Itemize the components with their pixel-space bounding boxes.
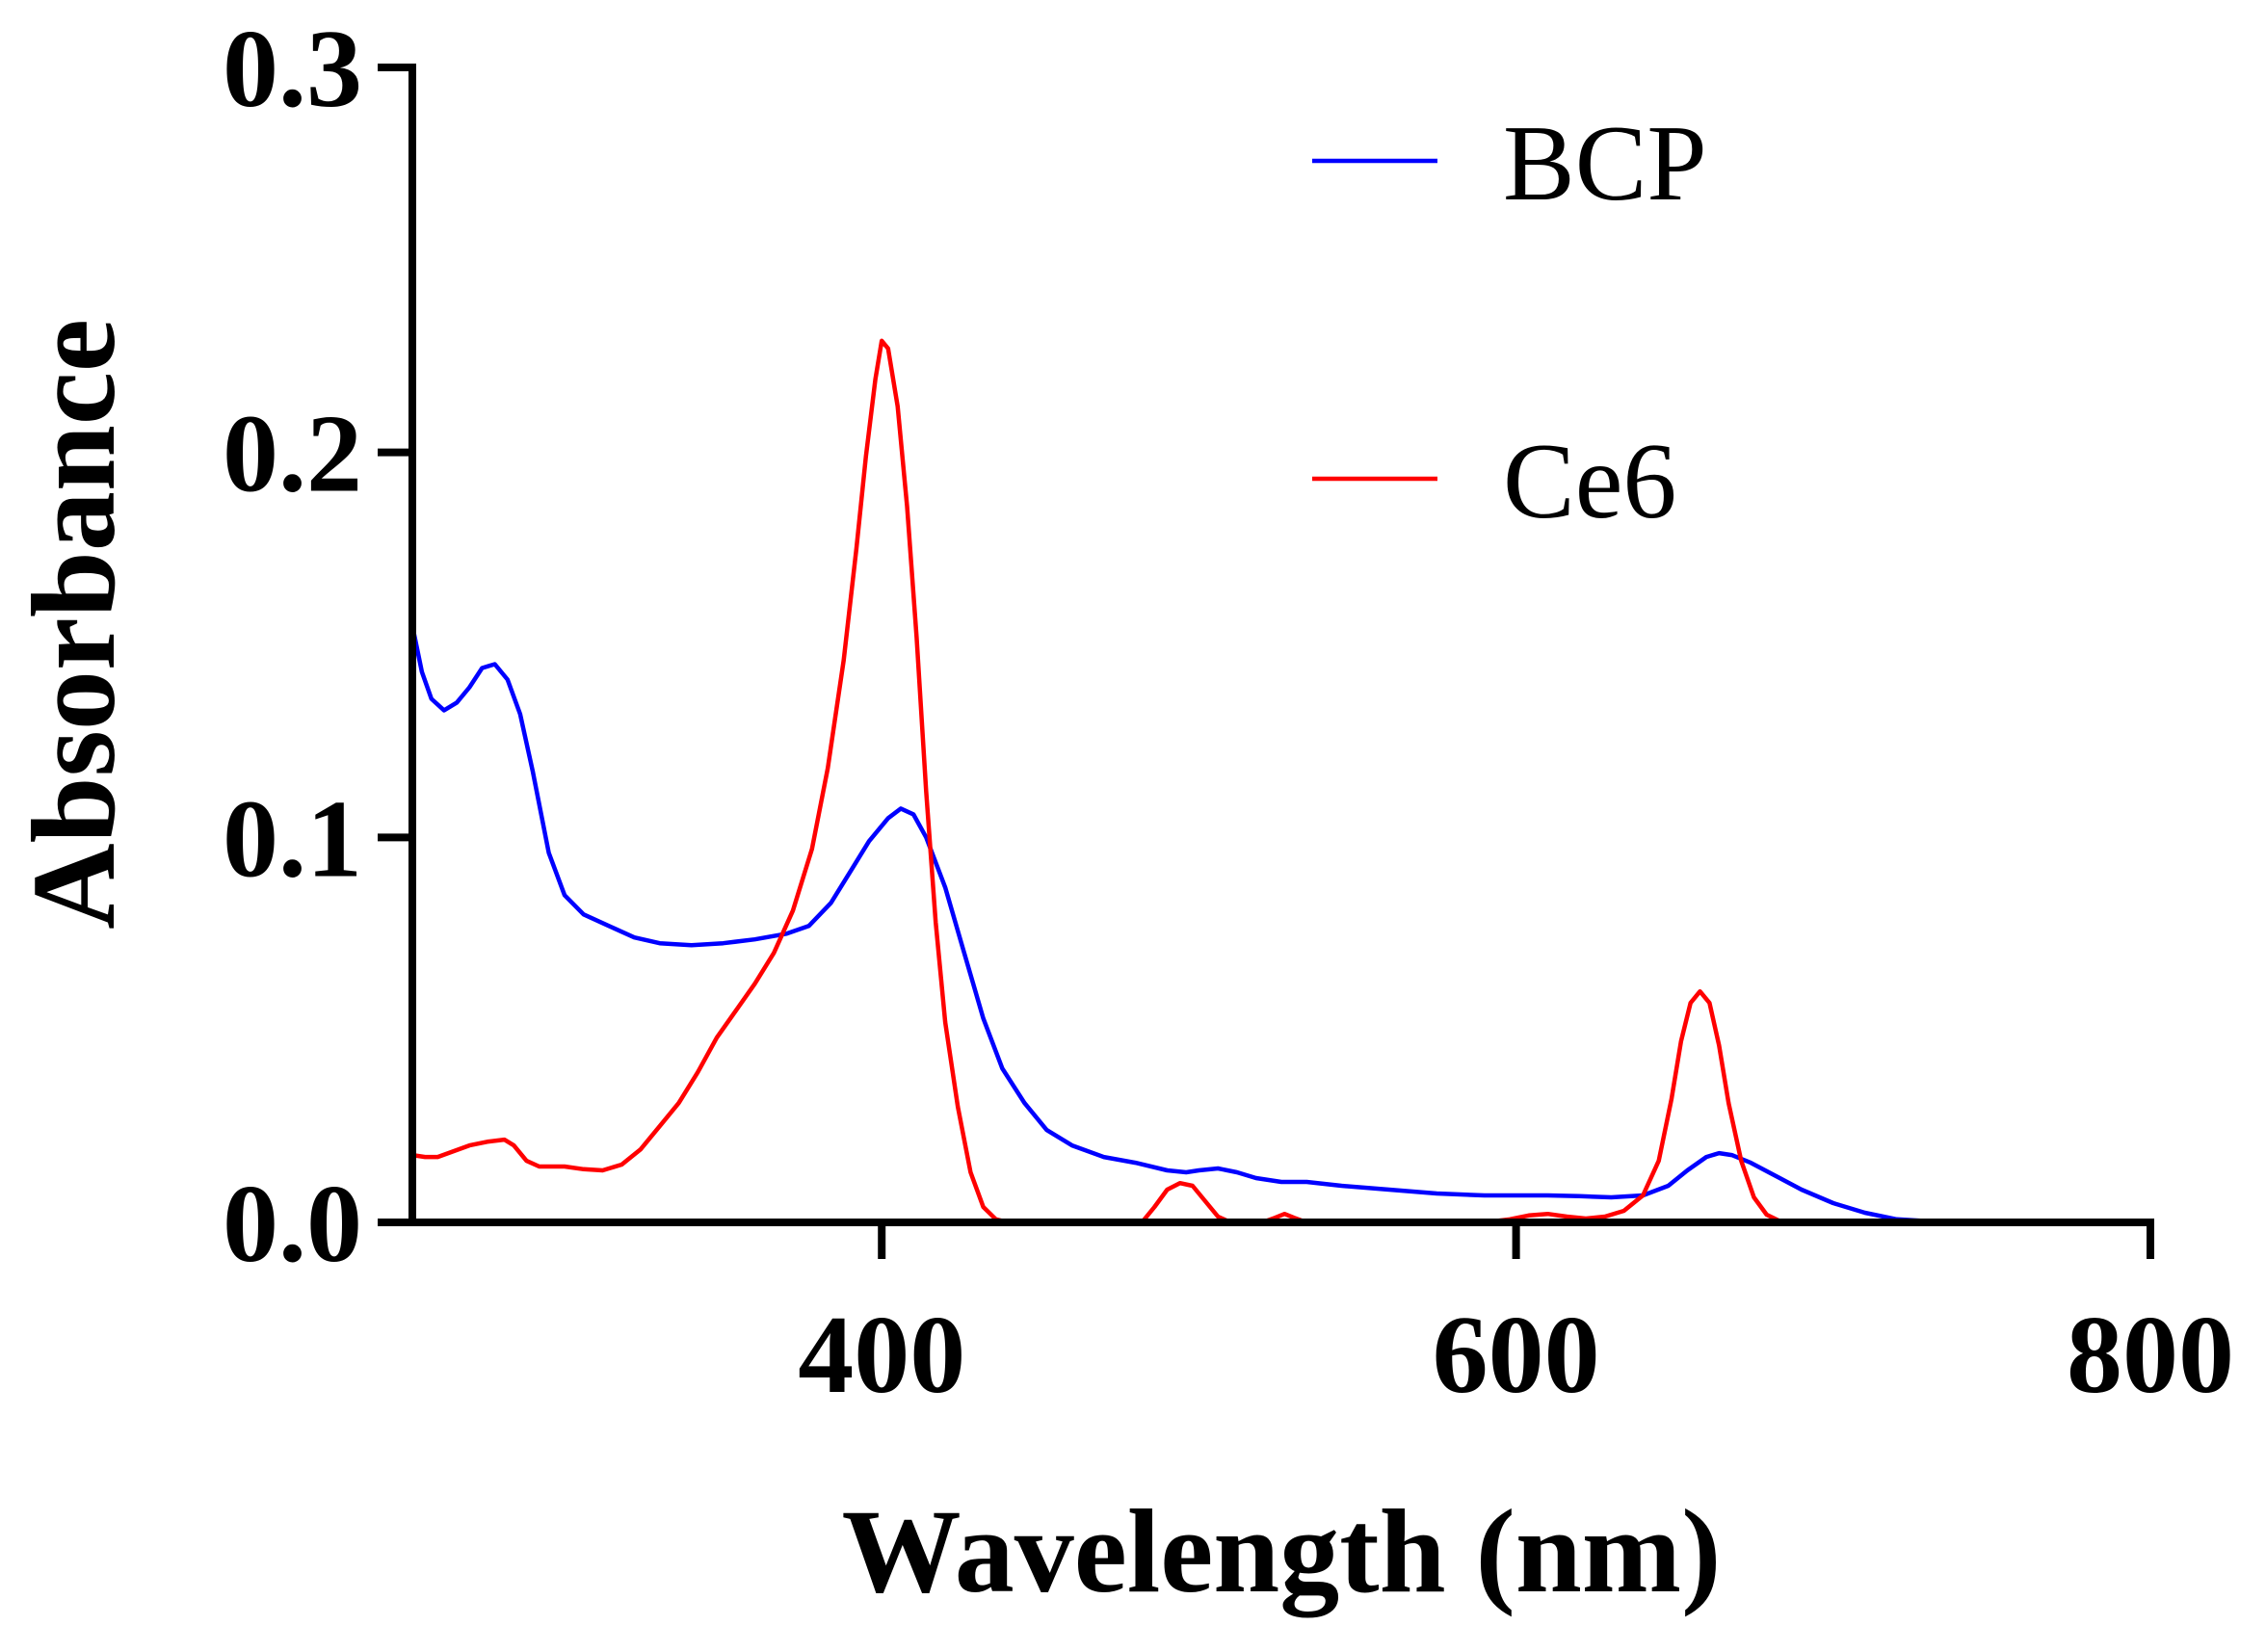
legend-label-bcp: BCP: [1503, 104, 1707, 223]
y-tick-label: 0.2: [223, 393, 362, 516]
y-ticks: 0.0 0.1 0.2 0.3: [223, 8, 412, 1286]
y-tick-label: 0.0: [223, 1163, 362, 1286]
legend: BCP Ce6: [1312, 104, 1707, 541]
series-layer: [409, 338, 2077, 1225]
y-axis-title: Absorbance: [8, 319, 140, 930]
series-line-ce6: [409, 338, 1785, 1225]
series-line-bcp: [409, 623, 2077, 1224]
y-tick-label: 0.3: [223, 8, 362, 131]
x-tick-label: 800: [2067, 1294, 2234, 1417]
x-tick-label: 600: [1433, 1294, 1600, 1417]
y-tick-label: 0.1: [223, 777, 362, 901]
legend-label-ce6: Ce6: [1503, 422, 1676, 541]
x-axis-title: Wavelength (nm): [842, 1485, 1722, 1618]
x-tick-label: 400: [798, 1294, 965, 1417]
x-ticks: 400 600 800: [798, 1222, 2234, 1417]
